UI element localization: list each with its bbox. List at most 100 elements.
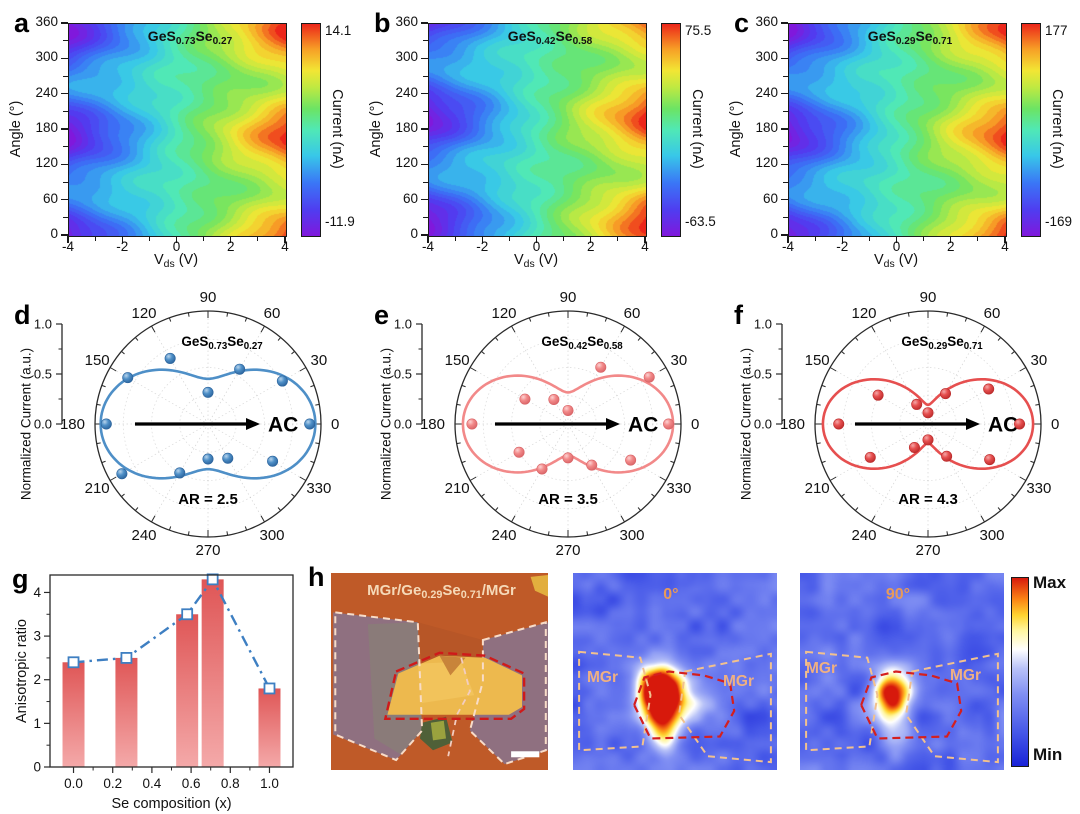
y-axis-label: Angle (°) xyxy=(728,100,744,158)
panel-d-polar: d 0 30 60 90 120 150 180 210 240 270 300 330 0.0 0.5 1.… xyxy=(0,280,360,570)
data-point xyxy=(174,467,186,479)
polar-tick xyxy=(244,526,248,531)
polar-tick xyxy=(841,493,845,498)
polar-tick xyxy=(226,531,229,536)
polar-tick xyxy=(494,507,499,511)
polar-grid-radial xyxy=(109,423,209,481)
optical-label-seg: Se xyxy=(442,582,460,599)
polar-angle-label: 120 xyxy=(491,305,516,322)
polar-tick xyxy=(1019,367,1027,372)
polar-tick xyxy=(96,403,101,406)
y-tick-label: 0 xyxy=(33,760,41,775)
polar-angle-label: 180 xyxy=(60,416,85,433)
x-tick xyxy=(481,236,483,243)
x-tick-label: 0.6 xyxy=(182,776,201,791)
panel-f-polar: f 0 30 60 90 120 150 180 210 240 270 300 330 0.0 0.5 1.… xyxy=(720,280,1080,570)
left-electrode-outline xyxy=(334,611,424,762)
polar-r-axis-label: Normalized Current (a.u.) xyxy=(378,347,394,501)
polar-tick xyxy=(315,442,320,445)
data-point xyxy=(643,371,655,383)
y-tick xyxy=(421,163,428,166)
polar-plot-e: 0 30 60 90 120 150 180 210 240 270 300 330 0.0 0.5 1.0… xyxy=(394,289,699,559)
polar-tick xyxy=(511,515,516,523)
polar-tick xyxy=(651,493,655,498)
mgr-left-label: MGr xyxy=(806,660,837,677)
bar xyxy=(201,579,224,767)
polar-tick xyxy=(151,325,156,333)
polar-tick xyxy=(260,325,265,333)
scale-bar xyxy=(511,751,540,758)
colorbar-max-label: 14.1 xyxy=(325,23,352,38)
y-tick xyxy=(61,128,68,130)
polar-tick xyxy=(586,531,589,536)
polar-grid-radial xyxy=(109,367,209,425)
polar-tick xyxy=(871,325,876,333)
x-tick-label: -2 xyxy=(476,239,489,254)
polar-tick xyxy=(1030,384,1035,388)
y-tick-label: 360 xyxy=(35,14,58,29)
x-axis-label-seg: V xyxy=(513,252,524,268)
polar-tick xyxy=(244,317,248,322)
heatmap-title: GeS0.29Se0.71 xyxy=(868,28,952,47)
y-minor-tick xyxy=(423,40,428,42)
y-tick-label: 360 xyxy=(755,14,778,29)
heatmap-title-seg: GeS xyxy=(867,28,896,44)
y-tick xyxy=(421,57,428,60)
bar xyxy=(176,614,199,767)
colorbar-label: Current (nA) xyxy=(1049,89,1065,169)
x-tick xyxy=(230,236,232,243)
data-point xyxy=(922,407,934,419)
y-tick-label: 360 xyxy=(395,14,418,29)
panel-letter: c xyxy=(734,8,750,38)
polar-tick xyxy=(964,526,968,531)
polar-tick xyxy=(620,515,625,523)
left-electrode-outline xyxy=(805,650,879,752)
y-tick-label: 180 xyxy=(755,120,778,135)
y-minor-tick xyxy=(63,110,68,112)
heatmap-canvas-c xyxy=(788,23,1007,237)
mgr-left-label: MGr xyxy=(587,669,618,686)
y-tick-label: 180 xyxy=(395,120,418,135)
polar-tick xyxy=(101,460,106,464)
x-tick xyxy=(427,236,429,243)
polar-tick xyxy=(528,526,532,531)
x-tick-label: 0.0 xyxy=(64,776,83,791)
polar-angle-label: 210 xyxy=(445,480,470,497)
heatmap-title-seg: 0.58 xyxy=(572,35,593,47)
optical-label-seg: 0.71 xyxy=(461,589,482,601)
polar-angle-label: 90 xyxy=(920,289,937,306)
colorbar-max-label: 75.5 xyxy=(685,23,712,38)
x-tick xyxy=(895,236,898,243)
data-point xyxy=(562,452,574,464)
y-tick xyxy=(61,57,68,60)
optical-label-seg: /MGr xyxy=(482,582,516,599)
y-tick-label: 0 xyxy=(410,226,418,241)
polar-title-seg: Se xyxy=(947,334,964,349)
radial-tick-label: 0.0 xyxy=(394,417,412,432)
x-tick xyxy=(841,236,843,243)
polar-angle-label: 270 xyxy=(195,542,220,559)
polar-tick xyxy=(134,337,139,341)
polar-tick xyxy=(816,442,821,445)
y-tick xyxy=(61,22,68,24)
y-tick xyxy=(781,163,788,166)
data-point xyxy=(122,372,134,384)
gesse-flake-notch xyxy=(439,655,466,676)
trend-marker xyxy=(206,573,219,586)
flake-outline-red xyxy=(860,670,963,740)
polar-tick xyxy=(907,531,910,536)
ac-arrow-head xyxy=(246,418,260,430)
y-tick xyxy=(421,199,428,201)
x-minor-tick xyxy=(617,236,619,241)
y-minor-tick xyxy=(423,181,428,183)
heatmap-title-seg: 0.29 xyxy=(895,35,916,47)
polar-tick xyxy=(277,337,282,341)
polar-tick xyxy=(310,384,315,388)
polar-angle-label: 60 xyxy=(264,305,281,322)
data-point xyxy=(164,352,176,364)
y-tick xyxy=(781,22,788,24)
polar-title: GeS0.29Se0.71 xyxy=(901,334,983,352)
polar-angle-label: 240 xyxy=(851,527,876,544)
x-tick-label: -4 xyxy=(421,239,434,254)
heatmap-title: GeS0.42Se0.58 xyxy=(508,28,592,47)
